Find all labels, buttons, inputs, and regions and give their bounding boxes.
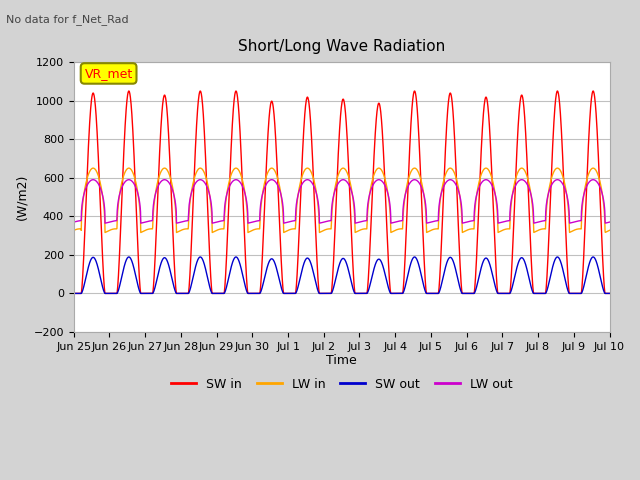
SW in — [558, 142, 566, 147]
SW in — [70, 290, 77, 296]
SW out — [220, 290, 227, 296]
SW out — [369, 272, 376, 277]
LW out — [369, 182, 376, 188]
LW in — [605, 228, 613, 233]
LW in — [70, 228, 77, 233]
LW out — [497, 219, 505, 225]
LW out — [101, 220, 109, 226]
LW out — [220, 218, 227, 224]
SW in — [605, 290, 613, 296]
SW in — [589, 88, 597, 94]
LW in — [559, 172, 566, 178]
SW in — [357, 290, 365, 296]
SW out — [605, 290, 613, 296]
SW in — [369, 185, 376, 191]
LW out — [589, 177, 597, 182]
Text: VR_met: VR_met — [84, 67, 132, 80]
LW in — [497, 228, 505, 234]
LW in — [369, 176, 376, 181]
LW out — [605, 219, 613, 225]
SW out — [357, 290, 365, 296]
LW in — [573, 226, 581, 232]
SW in — [220, 290, 227, 296]
SW out — [589, 254, 597, 260]
LW in — [220, 226, 227, 232]
Title: Short/Long Wave Radiation: Short/Long Wave Radiation — [238, 39, 445, 54]
Line: SW in: SW in — [74, 91, 609, 293]
Line: LW out: LW out — [74, 180, 609, 223]
SW out — [558, 264, 566, 269]
SW out — [497, 290, 505, 296]
Text: No data for f_Net_Rad: No data for f_Net_Rad — [6, 14, 129, 25]
Legend: SW in, LW in, SW out, LW out: SW in, LW in, SW out, LW out — [166, 373, 518, 396]
LW in — [101, 229, 109, 235]
SW in — [497, 290, 505, 296]
LW out — [70, 219, 77, 225]
SW out — [70, 290, 77, 296]
LW out — [559, 180, 566, 186]
Y-axis label: (W/m2): (W/m2) — [15, 174, 28, 220]
Line: LW in: LW in — [74, 168, 609, 232]
Line: SW out: SW out — [74, 257, 609, 293]
X-axis label: Time: Time — [326, 354, 357, 368]
SW in — [573, 290, 581, 296]
LW out — [573, 218, 581, 224]
SW out — [573, 290, 581, 296]
LW in — [357, 227, 365, 233]
LW in — [589, 165, 597, 171]
LW out — [357, 219, 365, 225]
